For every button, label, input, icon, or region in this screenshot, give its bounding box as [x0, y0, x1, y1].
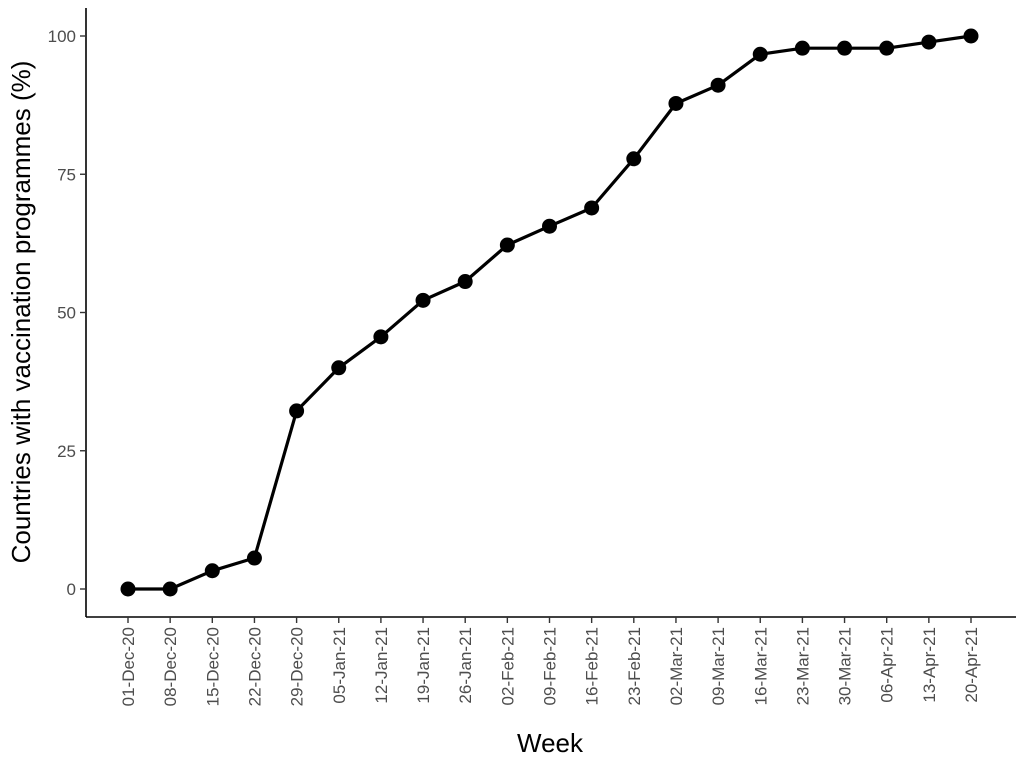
data-point: [584, 200, 600, 216]
x-tick-label: 02-Feb-21: [498, 627, 517, 705]
data-point: [204, 563, 220, 579]
data-point: [921, 34, 937, 50]
data-point: [499, 237, 515, 253]
data-point: [626, 151, 642, 167]
data-points: [120, 28, 979, 597]
x-tick-label: 12-Jan-21: [372, 627, 391, 704]
x-tick-label: 15-Dec-20: [203, 627, 222, 706]
x-tick-label: 16-Feb-21: [583, 627, 602, 705]
y-tick-label: 0: [67, 580, 76, 599]
series-line: [128, 34, 972, 591]
data-point: [837, 40, 853, 56]
x-tick-label: 01-Dec-20: [119, 627, 138, 706]
data-point: [331, 360, 347, 376]
x-tick-label: 30-Mar-21: [836, 627, 855, 705]
data-point: [415, 292, 431, 308]
x-tick-label: 23-Mar-21: [793, 627, 812, 705]
x-ticks: 01-Dec-20 08-Dec-20 15-Dec-20 22-Dec-20 29-D…: [119, 617, 981, 706]
y-tick-label: 50: [57, 304, 76, 323]
x-tick-label: 16-Mar-21: [751, 627, 770, 705]
x-tick-label: 09-Feb-21: [541, 627, 560, 705]
y-tick-label: 75: [57, 165, 76, 184]
x-tick-label: 05-Jan-21: [330, 627, 349, 704]
y-tick-label: 25: [57, 442, 76, 461]
x-tick-label: 20-Apr-21: [962, 627, 981, 703]
y-ticks: 0 25 50 75 100: [48, 27, 86, 599]
data-point: [794, 40, 810, 56]
y-tick-label: 100: [48, 27, 76, 46]
x-tick-label: 26-Jan-21: [456, 627, 475, 704]
data-point: [246, 550, 262, 566]
x-tick-label: 23-Feb-21: [625, 627, 644, 705]
data-point: [120, 581, 136, 597]
x-tick-label: 13-Apr-21: [920, 627, 939, 703]
x-tick-label: 08-Dec-20: [161, 627, 180, 706]
data-point: [162, 581, 178, 597]
data-point: [752, 46, 768, 62]
x-tick-label: 22-Dec-20: [245, 627, 264, 706]
data-point: [373, 329, 389, 345]
x-tick-label: 02-Mar-21: [667, 627, 686, 705]
data-point: [542, 218, 557, 234]
x-tick-label: 06-Apr-21: [878, 627, 897, 703]
y-axis-title: Countries with vaccination programmes (%…: [6, 61, 36, 564]
data-point: [457, 274, 473, 290]
data-point: [668, 95, 684, 111]
data-point: [289, 403, 305, 419]
x-axis-title: Week: [517, 728, 584, 758]
data-point: [710, 77, 726, 93]
x-tick-label: 09-Mar-21: [709, 627, 728, 705]
data-point: [879, 40, 895, 56]
x-tick-label: 29-Dec-20: [288, 627, 307, 706]
x-tick-label: 19-Jan-21: [414, 627, 433, 704]
data-point: [963, 28, 979, 44]
